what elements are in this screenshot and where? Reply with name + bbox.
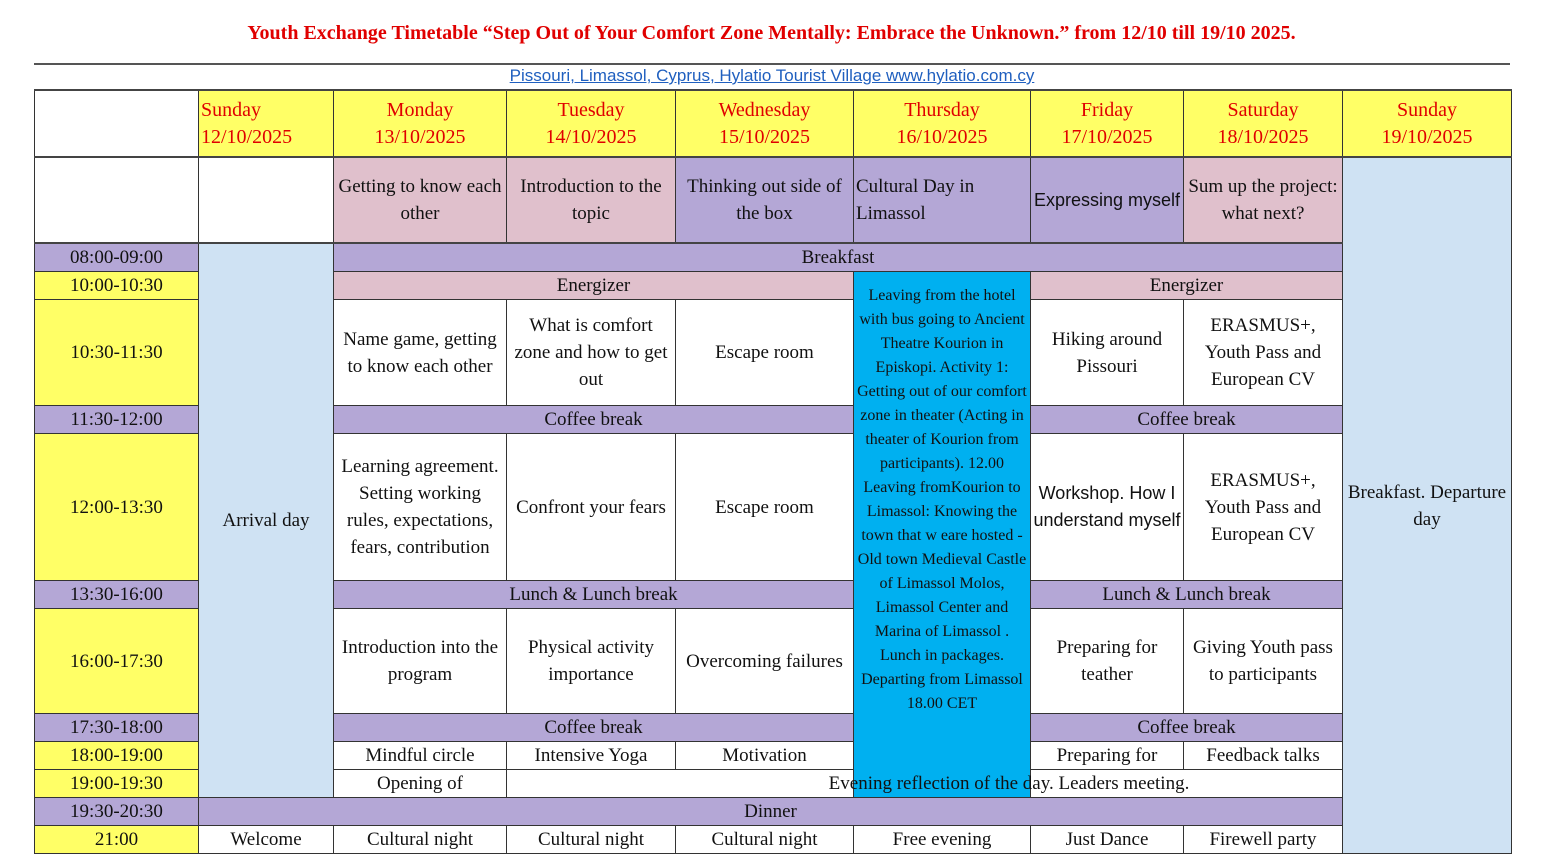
activity-cell: Intensive Yoga — [506, 741, 676, 770]
thursday-trip-cell: Leaving from the hotel with bus going to… — [853, 271, 1031, 798]
blank-cell — [34, 156, 199, 244]
coffee-break-cell: Coffee break — [1030, 713, 1343, 742]
energizer-cell: Energizer — [333, 271, 854, 300]
coffee-break-cell: Coffee break — [333, 405, 854, 434]
time-cell: 08:00-09:00 — [34, 242, 199, 272]
night-cell: Cultural night — [506, 825, 676, 854]
day-header: Friday 17/10/2025 — [1030, 89, 1184, 158]
time-cell: 18:00-19:00 — [34, 741, 199, 770]
time-cell: 19:00-19:30 — [34, 769, 199, 798]
time-cell: 13:30-16:00 — [34, 580, 199, 609]
blank-cell — [198, 156, 334, 244]
time-cell: 21:00 — [34, 825, 199, 854]
time-cell: 11:30-12:00 — [34, 405, 199, 434]
activity-cell: Introduction into the program — [333, 608, 507, 714]
corner-cell — [34, 89, 199, 158]
topic-cell: Getting to know each other — [333, 156, 507, 244]
divider — [34, 63, 1510, 65]
coffee-break-cell: Coffee break — [333, 713, 854, 742]
reflection-cell: Evening reflection of the day. Leaders m… — [506, 769, 1512, 798]
lunch-cell: Lunch & Lunch break — [1030, 580, 1343, 609]
activity-cell: Hiking around Pissouri — [1030, 299, 1184, 406]
timetable: Sunday 12/10/2025 Monday 13/10/2025 Tuesda… — [34, 89, 1512, 854]
opening-cell: Opening of — [333, 769, 507, 798]
dinner-cell: Dinner — [198, 797, 1343, 826]
welcome-cell: Welcome — [198, 825, 334, 854]
time-cell: 17:30-18:00 — [34, 713, 199, 742]
activity-cell: ERASMUS+, Youth Pass and European CV — [1183, 433, 1343, 581]
lunch-cell: Lunch & Lunch break — [333, 580, 854, 609]
topic-cell: Cultural Day in Limassol — [853, 156, 1031, 244]
time-cell: 10:00-10:30 — [34, 271, 199, 300]
activity-cell: Preparing for teather — [1030, 608, 1184, 714]
day-header: Sunday 19/10/2025 — [1342, 89, 1512, 158]
breakfast-cell: Breakfast — [333, 242, 1343, 272]
activity-cell: Feedback talks — [1183, 741, 1343, 770]
time-cell: 12:00-13:30 — [34, 433, 199, 581]
night-cell: Firewell party — [1183, 825, 1343, 854]
activity-cell: Physical activity importance — [506, 608, 676, 714]
night-cell: Free evening — [853, 825, 1031, 854]
activity-cell: ERASMUS+, Youth Pass and European CV — [1183, 299, 1343, 406]
day-header: Wednesday 15/10/2025 — [675, 89, 854, 158]
activity-cell: Workshop. How I understand myself — [1030, 433, 1184, 581]
page-title: Youth Exchange Timetable “Step Out of Yo… — [247, 22, 1296, 44]
activity-cell: Giving Youth pass to participants — [1183, 608, 1343, 714]
day-header: Thursday 16/10/2025 — [853, 89, 1031, 158]
time-cell: 10:30-11:30 — [34, 299, 199, 406]
location-link[interactable]: Pissouri, Limassol, Cyprus, Hylatio Tour… — [509, 66, 1035, 85]
departure-day-cell: Breakfast. Departure day — [1342, 156, 1512, 854]
activity-cell: Escape room — [675, 299, 854, 406]
arrival-day-cell: Arrival day — [198, 242, 334, 798]
activity-cell: Escape room — [675, 433, 854, 581]
time-cell: 16:00-17:30 — [34, 608, 199, 714]
night-cell: Just Dance — [1030, 825, 1184, 854]
activity-cell: Mindful circle — [333, 741, 507, 770]
topic-cell: Expressing myself — [1030, 156, 1184, 244]
night-cell: Cultural night — [675, 825, 854, 854]
day-header: Sunday 12/10/2025 — [198, 89, 334, 158]
activity-cell: Overcoming failures — [675, 608, 854, 714]
activity-cell: Name game, getting to know each other — [333, 299, 507, 406]
activity-cell: Confront your fears — [506, 433, 676, 581]
topic-cell: Thinking out side of the box — [675, 156, 854, 244]
energizer-cell: Energizer — [1030, 271, 1343, 300]
day-header: Tuesday 14/10/2025 — [506, 89, 676, 158]
coffee-break-cell: Coffee break — [1030, 405, 1343, 434]
activity-cell: Learning agreement. Setting working rule… — [333, 433, 507, 581]
topic-cell: Introduction to the topic — [506, 156, 676, 244]
night-cell: Cultural night — [333, 825, 507, 854]
day-header: Saturday 18/10/2025 — [1183, 89, 1343, 158]
time-cell: 19:30-20:30 — [34, 797, 199, 826]
activity-cell: Preparing for — [1030, 741, 1184, 770]
day-header: Monday 13/10/2025 — [333, 89, 507, 158]
activity-cell: Motivation — [675, 741, 854, 770]
activity-cell: What is comfort zone and how to get out — [506, 299, 676, 406]
topic-cell: Sum up the project: what next? — [1183, 156, 1343, 244]
